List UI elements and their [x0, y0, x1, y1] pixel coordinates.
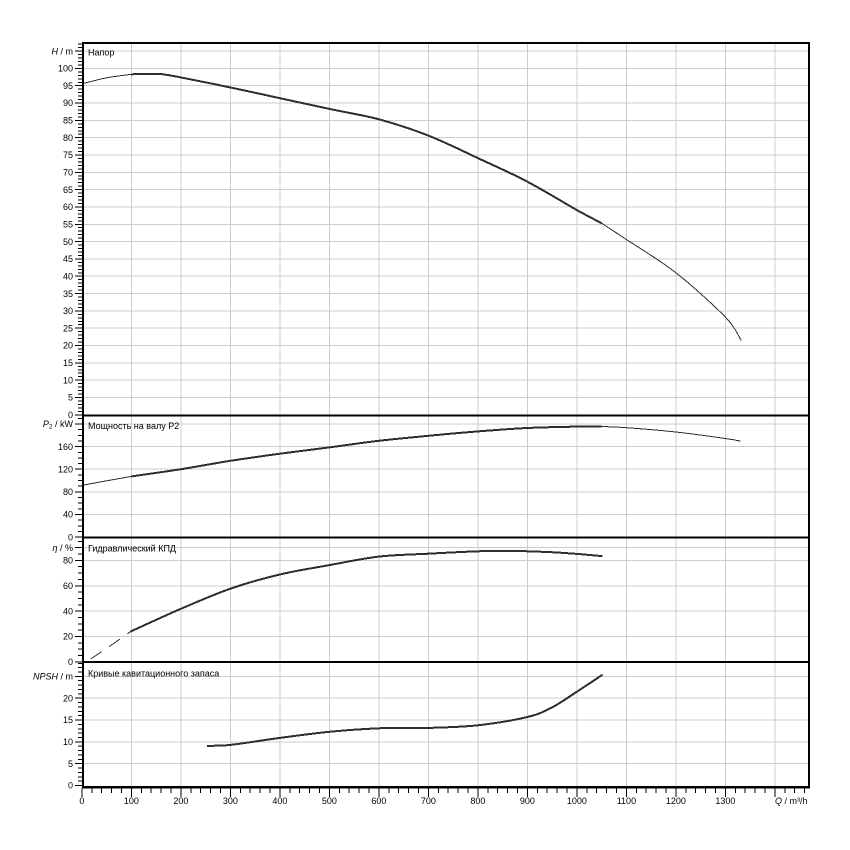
svg-text:75: 75: [63, 150, 73, 160]
svg-text:20: 20: [63, 341, 73, 351]
svg-text:80: 80: [63, 556, 73, 566]
svg-text:10: 10: [63, 737, 73, 747]
svg-text:800: 800: [470, 796, 485, 806]
svg-text:0: 0: [68, 532, 73, 542]
svg-text:100: 100: [58, 64, 73, 74]
svg-text:95: 95: [63, 81, 73, 91]
svg-text:90: 90: [63, 98, 73, 108]
svg-text:45: 45: [63, 254, 73, 264]
svg-text:100: 100: [124, 796, 139, 806]
svg-text:0: 0: [79, 796, 84, 806]
svg-text:80: 80: [63, 133, 73, 143]
svg-text:80: 80: [63, 487, 73, 497]
svg-text:35: 35: [63, 289, 73, 299]
svg-text:85: 85: [63, 116, 73, 126]
svg-text:1100: 1100: [617, 796, 636, 806]
svg-text:500: 500: [322, 796, 337, 806]
svg-text:900: 900: [520, 796, 535, 806]
svg-text:15: 15: [63, 715, 73, 725]
svg-text:120: 120: [58, 464, 73, 474]
svg-text:20: 20: [63, 632, 73, 642]
svg-text:5: 5: [68, 393, 73, 403]
svg-text:H / m: H / m: [52, 46, 74, 56]
svg-text:700: 700: [421, 796, 436, 806]
svg-text:1200: 1200: [666, 796, 686, 806]
svg-text:0: 0: [68, 410, 73, 420]
svg-text:40: 40: [63, 271, 73, 281]
svg-text:5: 5: [68, 759, 73, 769]
svg-text:10: 10: [63, 375, 73, 385]
svg-text:1000: 1000: [567, 796, 587, 806]
svg-text:70: 70: [63, 168, 73, 178]
svg-text:60: 60: [63, 581, 73, 591]
svg-text:NPSH / m: NPSH / m: [33, 672, 73, 682]
svg-text:15: 15: [63, 358, 73, 368]
svg-text:200: 200: [173, 796, 188, 806]
svg-text:160: 160: [58, 442, 73, 452]
svg-text:Гидравлический КПД: Гидравлический КПД: [88, 544, 176, 554]
svg-text:1300: 1300: [715, 796, 735, 806]
svg-text:P2 / kW: P2 / kW: [43, 419, 74, 431]
svg-text:50: 50: [63, 237, 73, 247]
svg-text:Мощность на валу P2: Мощность на валу P2: [88, 421, 179, 431]
svg-text:30: 30: [63, 306, 73, 316]
svg-text:Напор: Напор: [88, 48, 114, 58]
svg-text:25: 25: [63, 323, 73, 333]
svg-text:0: 0: [68, 781, 73, 791]
svg-text:300: 300: [223, 796, 238, 806]
svg-text:55: 55: [63, 220, 73, 230]
svg-text:40: 40: [63, 510, 73, 520]
svg-text:Q / m³/h: Q / m³/h: [775, 796, 808, 806]
svg-text:65: 65: [63, 185, 73, 195]
svg-text:60: 60: [63, 202, 73, 212]
svg-text:20: 20: [63, 693, 73, 703]
svg-text:0: 0: [68, 657, 73, 667]
svg-text:η / %: η / %: [52, 543, 73, 553]
svg-text:600: 600: [371, 796, 386, 806]
svg-text:40: 40: [63, 606, 73, 616]
svg-text:Кривые кавитационного запаса: Кривые кавитационного запаса: [88, 669, 219, 679]
svg-text:400: 400: [272, 796, 287, 806]
